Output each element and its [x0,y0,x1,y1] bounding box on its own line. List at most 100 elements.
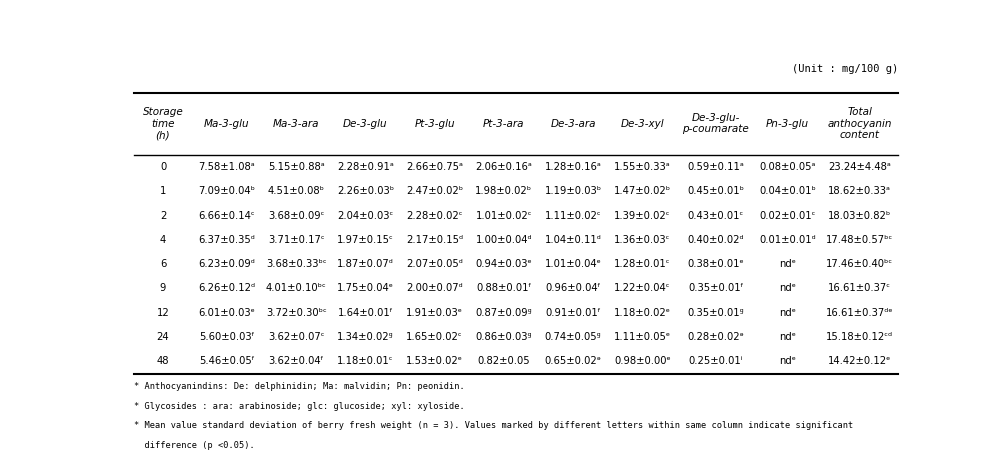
Text: 0.43±0.01ᶜ: 0.43±0.01ᶜ [688,211,744,220]
Text: 1.91±0.03ᵉ: 1.91±0.03ᵉ [406,308,463,318]
Text: 1.47±0.02ᵇ: 1.47±0.02ᵇ [614,186,671,196]
Text: 3.62±0.07ᶜ: 3.62±0.07ᶜ [268,332,324,342]
Text: 0.01±0.01ᵈ: 0.01±0.01ᵈ [759,235,816,245]
Text: 9: 9 [160,284,166,294]
Text: 1.87±0.07ᵈ: 1.87±0.07ᵈ [337,259,394,269]
Text: 6.01±0.03ᵉ: 6.01±0.03ᵉ [198,308,256,318]
Text: 0.59±0.11ᵃ: 0.59±0.11ᵃ [687,162,744,172]
Text: De-3-ara: De-3-ara [551,118,596,129]
Text: 7.58±1.08ᵃ: 7.58±1.08ᵃ [198,162,256,172]
Text: 3.68±0.33ᵇᶜ: 3.68±0.33ᵇᶜ [266,259,326,269]
Text: 1.65±0.02ᶜ: 1.65±0.02ᶜ [407,332,463,342]
Text: 4.51±0.08ᵇ: 4.51±0.08ᵇ [268,186,324,196]
Text: 1.11±0.02ᶜ: 1.11±0.02ᶜ [545,211,601,220]
Text: 0: 0 [160,162,166,172]
Text: 1.98±0.02ᵇ: 1.98±0.02ᵇ [475,186,533,196]
Text: 1.39±0.02ᶜ: 1.39±0.02ᶜ [614,211,671,220]
Text: De-3-xyl: De-3-xyl [620,118,665,129]
Text: 16.61±0.37ᶜ: 16.61±0.37ᶜ [829,284,891,294]
Text: 0.65±0.02ᵊ: 0.65±0.02ᵊ [545,356,601,366]
Text: 18.03±0.82ᵇ: 18.03±0.82ᵇ [828,211,891,220]
Text: 18.62±0.33ᵃ: 18.62±0.33ᵃ [829,186,891,196]
Text: Pt-3-glu: Pt-3-glu [414,118,455,129]
Text: 6.26±0.12ᵈ: 6.26±0.12ᵈ [198,284,256,294]
Text: 17.46±0.40ᵇᶜ: 17.46±0.40ᵇᶜ [827,259,893,269]
Text: 1.18±0.01ᶜ: 1.18±0.01ᶜ [337,356,394,366]
Text: 0.87±0.09ᵍ: 0.87±0.09ᵍ [475,308,533,318]
Text: 1.19±0.03ᵇ: 1.19±0.03ᵇ [545,186,601,196]
Text: 1.34±0.02ᵍ: 1.34±0.02ᵍ [337,332,394,342]
Text: 2.26±0.03ᵇ: 2.26±0.03ᵇ [337,186,394,196]
Text: 1.01±0.04ᵉ: 1.01±0.04ᵉ [545,259,601,269]
Text: 2.47±0.02ᵇ: 2.47±0.02ᵇ [406,186,463,196]
Text: 1.64±0.01ᶠ: 1.64±0.01ᶠ [337,308,393,318]
Text: 24: 24 [157,332,169,342]
Text: 16.61±0.37ᵈᵉ: 16.61±0.37ᵈᵉ [826,308,893,318]
Text: 1.22±0.04ᶜ: 1.22±0.04ᶜ [614,284,671,294]
Text: 1.36±0.03ᶜ: 1.36±0.03ᶜ [614,235,671,245]
Text: (Unit : mg/100 g): (Unit : mg/100 g) [793,64,898,74]
Text: 1.18±0.02ᵉ: 1.18±0.02ᵉ [614,308,671,318]
Text: 12: 12 [157,308,169,318]
Text: 2.06±0.16ᵃ: 2.06±0.16ᵃ [475,162,533,172]
Text: 6.37±0.35ᵈ: 6.37±0.35ᵈ [198,235,256,245]
Text: ndᵉ: ndᵉ [779,259,797,269]
Text: 0.91±0.01ᶠ: 0.91±0.01ᶠ [545,308,601,318]
Text: 0.28±0.02ᵊ: 0.28±0.02ᵊ [687,332,744,342]
Text: 2.28±0.02ᶜ: 2.28±0.02ᶜ [407,211,463,220]
Text: 3.72±0.30ᵇᶜ: 3.72±0.30ᵇᶜ [266,308,326,318]
Text: 0.04±0.01ᵇ: 0.04±0.01ᵇ [759,186,816,196]
Text: 0.08±0.05ᵃ: 0.08±0.05ᵃ [759,162,816,172]
Text: 0.02±0.01ᶜ: 0.02±0.01ᶜ [759,211,816,220]
Text: 3.71±0.17ᶜ: 3.71±0.17ᶜ [268,235,324,245]
Text: 2.66±0.75ᵃ: 2.66±0.75ᵃ [406,162,463,172]
Text: 0.40±0.02ᵈ: 0.40±0.02ᵈ [688,235,744,245]
Text: 1.75±0.04ᵉ: 1.75±0.04ᵉ [337,284,394,294]
Text: * Mean value standard deviation of berry fresh weight (n = 3). Values marked by : * Mean value standard deviation of berry… [134,421,853,431]
Text: 1.97±0.15ᶜ: 1.97±0.15ᶜ [337,235,394,245]
Text: 1.01±0.02ᶜ: 1.01±0.02ᶜ [475,211,532,220]
Text: 1.53±0.02ᵉ: 1.53±0.02ᵉ [406,356,463,366]
Text: 0.25±0.01ⁱ: 0.25±0.01ⁱ [689,356,743,366]
Text: 0.38±0.01ᵉ: 0.38±0.01ᵉ [687,259,744,269]
Text: Storage
time
(h): Storage time (h) [143,107,183,140]
Text: 48: 48 [157,356,169,366]
Text: De-3-glu-
p-coumarate: De-3-glu- p-coumarate [683,113,749,135]
Text: 4: 4 [160,235,166,245]
Text: 0.96±0.04ᶠ: 0.96±0.04ᶠ [546,284,601,294]
Text: 23.24±4.48ᵃ: 23.24±4.48ᵃ [829,162,891,172]
Text: Total
anthocyanin
content: Total anthocyanin content [828,107,892,140]
Text: 2.04±0.03ᶜ: 2.04±0.03ᶜ [337,211,394,220]
Text: 17.48±0.57ᵇᶜ: 17.48±0.57ᵇᶜ [826,235,893,245]
Text: 0.94±0.03ᵉ: 0.94±0.03ᵉ [475,259,533,269]
Text: difference (p <0.05).: difference (p <0.05). [134,441,255,450]
Text: 1.55±0.33ᵃ: 1.55±0.33ᵃ [614,162,671,172]
Text: ndᵉ: ndᵉ [779,356,797,366]
Text: Ma-3-glu: Ma-3-glu [204,118,250,129]
Text: Ma-3-ara: Ma-3-ara [273,118,319,129]
Text: 0.82±0.05: 0.82±0.05 [477,356,530,366]
Text: 2: 2 [160,211,166,220]
Text: 1.04±0.11ᵈ: 1.04±0.11ᵈ [545,235,601,245]
Text: 6: 6 [160,259,166,269]
Text: * Anthocyanindins: De: delphinidin; Ma: malvidin; Pn: peonidin.: * Anthocyanindins: De: delphinidin; Ma: … [134,383,464,391]
Text: Pn-3-glu: Pn-3-glu [766,118,810,129]
Text: Pt-3-ara: Pt-3-ara [483,118,525,129]
Text: 2.00±0.07ᵈ: 2.00±0.07ᵈ [406,284,463,294]
Text: 14.42±0.12ᵉ: 14.42±0.12ᵉ [828,356,891,366]
Text: 5.60±0.03ᶠ: 5.60±0.03ᶠ [199,332,255,342]
Text: 0.45±0.01ᵇ: 0.45±0.01ᵇ [687,186,744,196]
Text: 1.28±0.01ᶜ: 1.28±0.01ᶜ [614,259,671,269]
Text: 6.23±0.09ᵈ: 6.23±0.09ᵈ [198,259,256,269]
Text: 1.00±0.04ᵈ: 1.00±0.04ᵈ [475,235,532,245]
Text: 4.01±0.10ᵇᶜ: 4.01±0.10ᵇᶜ [266,284,326,294]
Text: 5.46±0.05ᶠ: 5.46±0.05ᶠ [199,356,255,366]
Text: 0.88±0.01ᶠ: 0.88±0.01ᶠ [476,284,532,294]
Text: ndᵉ: ndᵉ [779,332,797,342]
Text: 7.09±0.04ᵇ: 7.09±0.04ᵇ [198,186,256,196]
Text: * Glycosides : ara: arabinoside; glc: glucoside; xyl: xyloside.: * Glycosides : ara: arabinoside; glc: gl… [134,402,464,411]
Text: ndᵉ: ndᵉ [779,284,797,294]
Text: 1: 1 [160,186,166,196]
Text: 0.86±0.03ᵍ: 0.86±0.03ᵍ [475,332,532,342]
Text: ndᵉ: ndᵉ [779,308,797,318]
